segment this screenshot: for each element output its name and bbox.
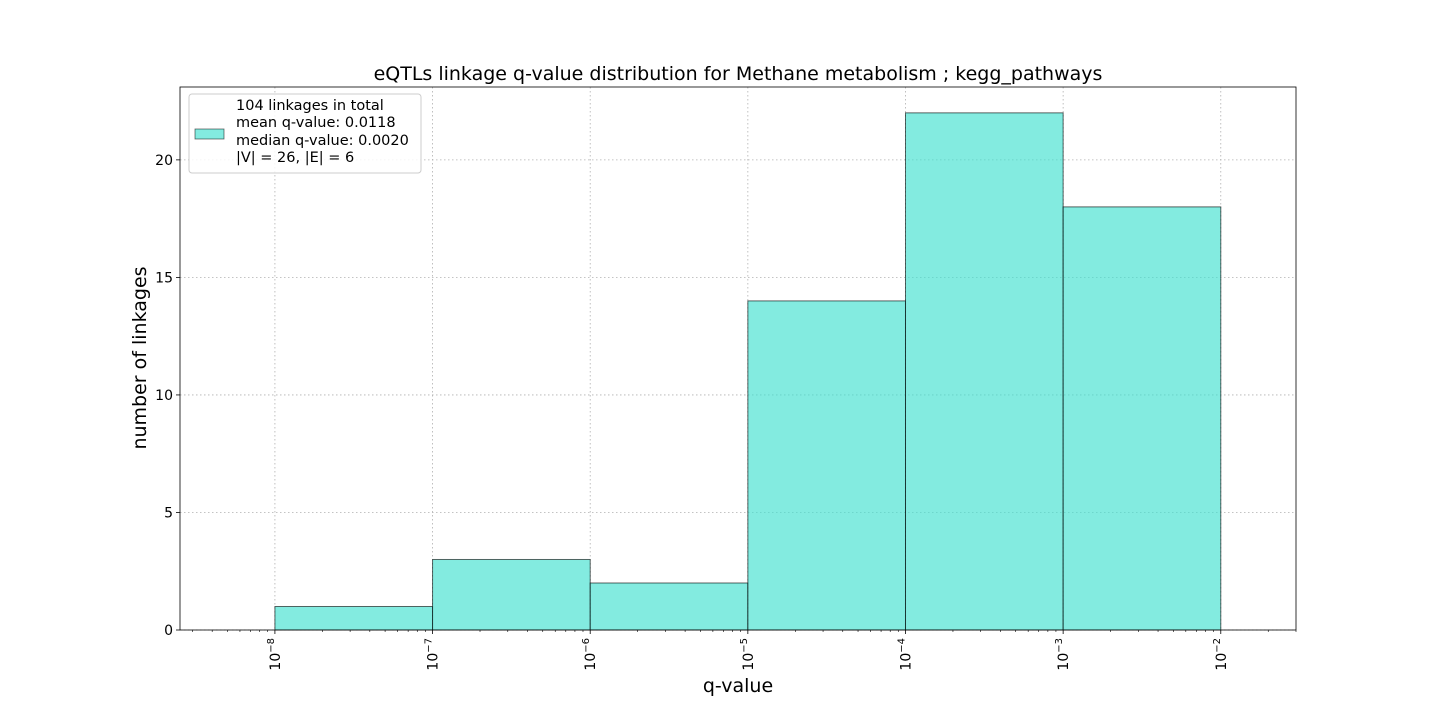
x-axis-label: q-value <box>703 675 773 697</box>
y-tick-label: 0 <box>164 623 173 639</box>
y-tick-label: 5 <box>164 505 173 521</box>
plot-frame <box>179 86 1297 631</box>
histogram-bar <box>589 582 749 631</box>
x-tick-label: 10−7 <box>424 638 442 671</box>
histogram-bar <box>1062 206 1222 631</box>
y-tick-label: 10 <box>155 388 173 404</box>
legend-line-total: 104 linkages in total <box>236 98 384 114</box>
histogram-bar <box>904 112 1064 631</box>
y-tick-label: 15 <box>155 270 173 286</box>
y-axis-ticks: 0 5 10 15 20 <box>155 153 180 639</box>
legend-swatch <box>194 128 225 140</box>
legend-line-graph-size: |V| = 26, |E| = 6 <box>236 150 354 166</box>
x-tick-label: 10−5 <box>739 638 757 671</box>
x-tick-label: 10−4 <box>896 638 914 671</box>
x-tick-label: 10−3 <box>1054 638 1072 671</box>
y-axis-label: number of linkages <box>129 266 151 449</box>
histogram-bar <box>747 300 906 631</box>
x-axis-ticks: 10−8 10−7 10−6 10−5 10−4 10−3 10−2 <box>192 630 1297 671</box>
legend-line-mean: mean q-value: 0.0118 <box>236 115 396 131</box>
chart-title: eQTLs linkage q-value distribution for M… <box>374 63 1103 85</box>
legend-line-median: median q-value: 0.0020 <box>236 133 409 149</box>
legend: 104 linkages in total mean q-value: 0.01… <box>188 93 422 174</box>
histogram-bar <box>432 558 591 631</box>
y-tick-label: 20 <box>155 153 173 169</box>
histogram-bar <box>274 605 434 631</box>
histogram-bars <box>274 112 1222 631</box>
x-tick-label: 10−2 <box>1212 638 1230 671</box>
legend-box <box>188 93 422 174</box>
x-tick-label: 10−6 <box>581 638 599 671</box>
x-tick-label: 10−8 <box>266 638 284 671</box>
